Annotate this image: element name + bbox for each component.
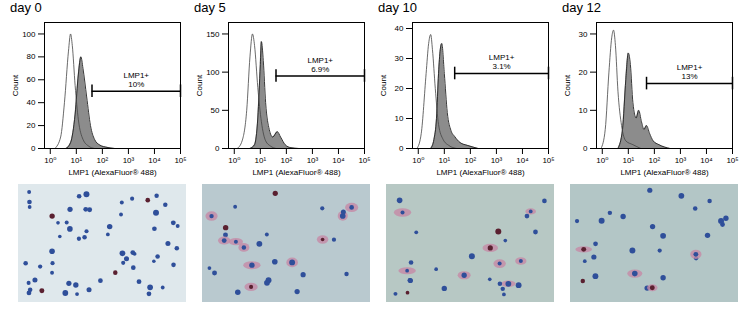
svg-text:13%: 13% bbox=[682, 72, 698, 81]
svg-text:40: 40 bbox=[395, 24, 404, 33]
svg-text:LMP1+: LMP1+ bbox=[677, 63, 703, 72]
svg-text:100: 100 bbox=[206, 68, 220, 77]
svg-text:10⁴: 10⁴ bbox=[148, 156, 161, 165]
svg-text:10³: 10³ bbox=[675, 156, 687, 165]
svg-text:Count: Count bbox=[379, 74, 388, 96]
svg-text:10⁵: 10⁵ bbox=[542, 156, 554, 165]
svg-text:10¹: 10¹ bbox=[623, 156, 635, 165]
svg-text:10²: 10² bbox=[97, 156, 109, 165]
html-text:day 0: day 0 bbox=[10, 0, 42, 15]
svg-text:10¹: 10¹ bbox=[439, 156, 451, 165]
svg-text:40: 40 bbox=[27, 98, 36, 107]
svg-text:30: 30 bbox=[579, 30, 588, 39]
svg-text:30: 30 bbox=[395, 54, 404, 63]
svg-text:Count: Count bbox=[11, 74, 20, 96]
svg-text:3.1%: 3.1% bbox=[492, 62, 510, 71]
svg-text:10⁴: 10⁴ bbox=[332, 156, 345, 165]
svg-text:LMP1+: LMP1+ bbox=[307, 56, 333, 65]
svg-text:LMP1+: LMP1+ bbox=[123, 71, 149, 80]
svg-text:10⁴: 10⁴ bbox=[516, 156, 529, 165]
svg-text:LMP1 (AlexaFluor® 488): LMP1 (AlexaFluor® 488) bbox=[436, 168, 524, 177]
html-text:day 12: day 12 bbox=[562, 0, 601, 15]
html-text:day 10: day 10 bbox=[378, 0, 417, 15]
svg-text:10¹: 10¹ bbox=[71, 156, 83, 165]
html-text:day 5: day 5 bbox=[194, 0, 226, 15]
svg-text:10⁰: 10⁰ bbox=[228, 156, 240, 165]
svg-text:20: 20 bbox=[27, 121, 36, 130]
svg-text:10⁰: 10⁰ bbox=[44, 156, 56, 165]
svg-text:10⁰: 10⁰ bbox=[412, 156, 424, 165]
svg-text:10⁰: 10⁰ bbox=[596, 156, 608, 165]
svg-text:10⁵: 10⁵ bbox=[358, 156, 370, 165]
svg-text:LMP1 (AlexaFluor® 488): LMP1 (AlexaFluor® 488) bbox=[68, 168, 156, 177]
svg-text:20: 20 bbox=[395, 84, 404, 93]
svg-text:150: 150 bbox=[206, 30, 220, 39]
svg-text:80: 80 bbox=[27, 52, 36, 61]
svg-text:0: 0 bbox=[215, 144, 220, 153]
svg-text:10⁵: 10⁵ bbox=[726, 156, 738, 165]
svg-text:LMP1+: LMP1+ bbox=[489, 53, 515, 62]
svg-text:0: 0 bbox=[399, 144, 404, 153]
svg-text:10⁴: 10⁴ bbox=[700, 156, 713, 165]
svg-text:0: 0 bbox=[31, 144, 36, 153]
svg-text:10²: 10² bbox=[465, 156, 477, 165]
svg-text:10%: 10% bbox=[128, 80, 144, 89]
svg-text:10²: 10² bbox=[649, 156, 661, 165]
svg-text:10¹: 10¹ bbox=[255, 156, 267, 165]
svg-text:10³: 10³ bbox=[307, 156, 319, 165]
svg-text:Count: Count bbox=[563, 74, 572, 96]
svg-text:60: 60 bbox=[27, 75, 36, 84]
svg-text:50: 50 bbox=[211, 106, 220, 115]
svg-text:10³: 10³ bbox=[123, 156, 135, 165]
svg-text:20: 20 bbox=[579, 68, 588, 77]
svg-text:6.9%: 6.9% bbox=[311, 65, 329, 74]
svg-text:10: 10 bbox=[579, 106, 588, 115]
svg-text:10²: 10² bbox=[281, 156, 293, 165]
svg-text:10⁵: 10⁵ bbox=[174, 156, 186, 165]
svg-text:Count: Count bbox=[195, 74, 204, 96]
svg-text:0: 0 bbox=[583, 144, 588, 153]
svg-text:LMP1 (AlexaFluor® 488): LMP1 (AlexaFluor® 488) bbox=[620, 168, 708, 177]
svg-text:10: 10 bbox=[395, 114, 404, 123]
svg-text:LMP1 (AlexaFluor® 488): LMP1 (AlexaFluor® 488) bbox=[252, 168, 340, 177]
svg-text:10³: 10³ bbox=[491, 156, 503, 165]
svg-text:100: 100 bbox=[22, 30, 36, 39]
